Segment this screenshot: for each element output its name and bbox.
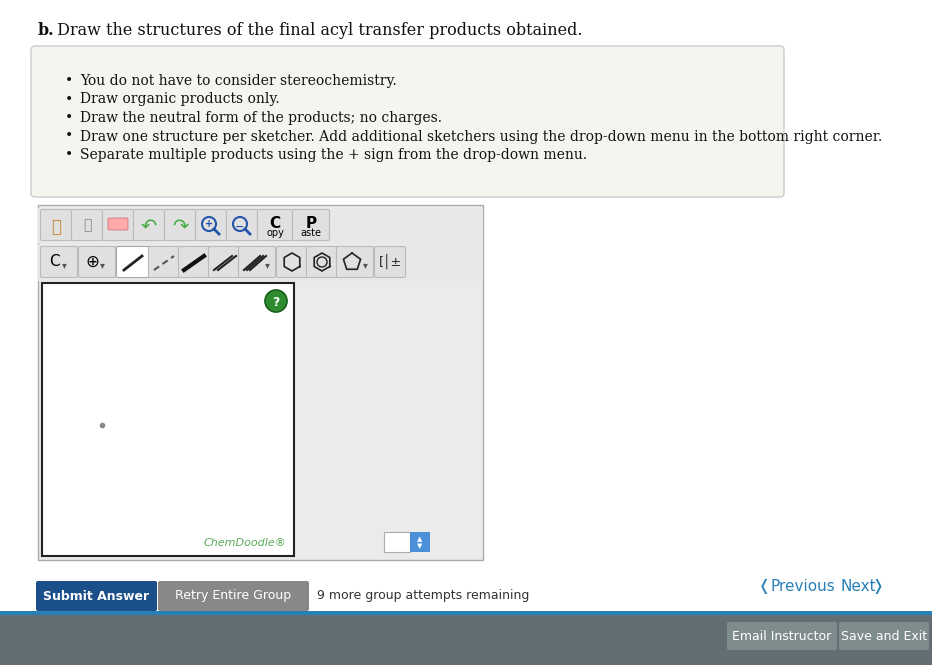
FancyBboxPatch shape [277,247,308,277]
Text: Retry Entire Group: Retry Entire Group [175,589,292,602]
Text: Submit Answer: Submit Answer [44,589,149,602]
FancyBboxPatch shape [116,247,149,277]
Text: ▾: ▾ [100,260,104,270]
Circle shape [265,290,287,312]
Text: Email Instructor: Email Instructor [733,630,831,642]
FancyBboxPatch shape [165,209,196,241]
Text: You do not have to consider stereochemistry.: You do not have to consider stereochemis… [80,74,397,88]
FancyBboxPatch shape [103,209,133,241]
Bar [410,532,430,552]
Text: ?: ? [272,295,280,309]
Bar [384,532,410,552]
Text: aste: aste [300,228,322,238]
Text: Draw one structure per sketcher. Add additional sketchers using the drop-down me: Draw one structure per sketcher. Add add… [80,130,883,144]
Text: •: • [65,148,74,162]
FancyBboxPatch shape [36,581,157,611]
Text: [│±: [│± [378,254,402,269]
Bar [38,208,483,244]
FancyBboxPatch shape [78,247,116,277]
FancyBboxPatch shape [196,209,226,241]
Text: ↶: ↶ [141,217,158,236]
Text: ChemDoodle®: ChemDoodle® [203,538,286,548]
FancyBboxPatch shape [226,209,257,241]
FancyBboxPatch shape [148,247,180,277]
Text: opy: opy [266,228,284,238]
Text: ❬: ❬ [758,579,771,594]
Bar [0,611,932,615]
FancyBboxPatch shape [158,581,309,611]
Text: ▾: ▾ [265,260,269,270]
Text: Draw the structures of the final acyl transfer products obtained.: Draw the structures of the final acyl tr… [52,22,582,39]
Text: Previous: Previous [770,579,835,594]
FancyBboxPatch shape [40,209,72,241]
FancyBboxPatch shape [108,218,128,230]
Text: C: C [48,254,60,269]
FancyBboxPatch shape [31,46,784,197]
Text: •: • [65,74,74,88]
Text: +: + [205,219,213,229]
FancyBboxPatch shape [239,247,276,277]
FancyBboxPatch shape [209,247,240,277]
Bar [0,615,932,665]
Text: C: C [269,216,281,231]
Text: ▾: ▾ [62,260,66,270]
Text: ↷: ↷ [171,217,188,236]
FancyBboxPatch shape [40,247,77,277]
FancyBboxPatch shape [839,622,929,650]
FancyBboxPatch shape [293,209,330,241]
FancyBboxPatch shape [72,209,103,241]
Text: Next: Next [840,579,876,594]
FancyBboxPatch shape [133,209,165,241]
FancyBboxPatch shape [179,247,210,277]
FancyBboxPatch shape [257,209,293,241]
Text: ▼: ▼ [418,543,423,549]
Text: Draw the neutral form of the products; no charges.: Draw the neutral form of the products; n… [80,111,442,125]
Text: ⊕: ⊕ [85,253,99,271]
FancyBboxPatch shape [375,247,405,277]
Text: •: • [65,130,74,144]
Text: ✋: ✋ [51,218,61,236]
Bar [38,205,483,560]
Text: b.: b. [38,22,55,39]
Text: ❭: ❭ [871,579,884,594]
Text: Separate multiple products using the + sign from the drop-down menu.: Separate multiple products using the + s… [80,148,587,162]
Text: ▲: ▲ [418,536,423,542]
Text: •: • [65,92,74,106]
FancyBboxPatch shape [727,622,837,650]
FancyBboxPatch shape [307,247,337,277]
Text: Save and Exit: Save and Exit [841,630,927,642]
Text: 🧪: 🧪 [83,218,91,232]
Bar [38,245,483,281]
Text: 9 more group attempts remaining: 9 more group attempts remaining [317,589,529,602]
Text: Draw organic products only.: Draw organic products only. [80,92,280,106]
Bar [42,283,294,556]
Text: −: − [235,222,245,232]
FancyBboxPatch shape [336,247,374,277]
Text: •: • [65,111,74,125]
Text: ▾: ▾ [363,260,367,270]
Text: P: P [306,216,317,231]
